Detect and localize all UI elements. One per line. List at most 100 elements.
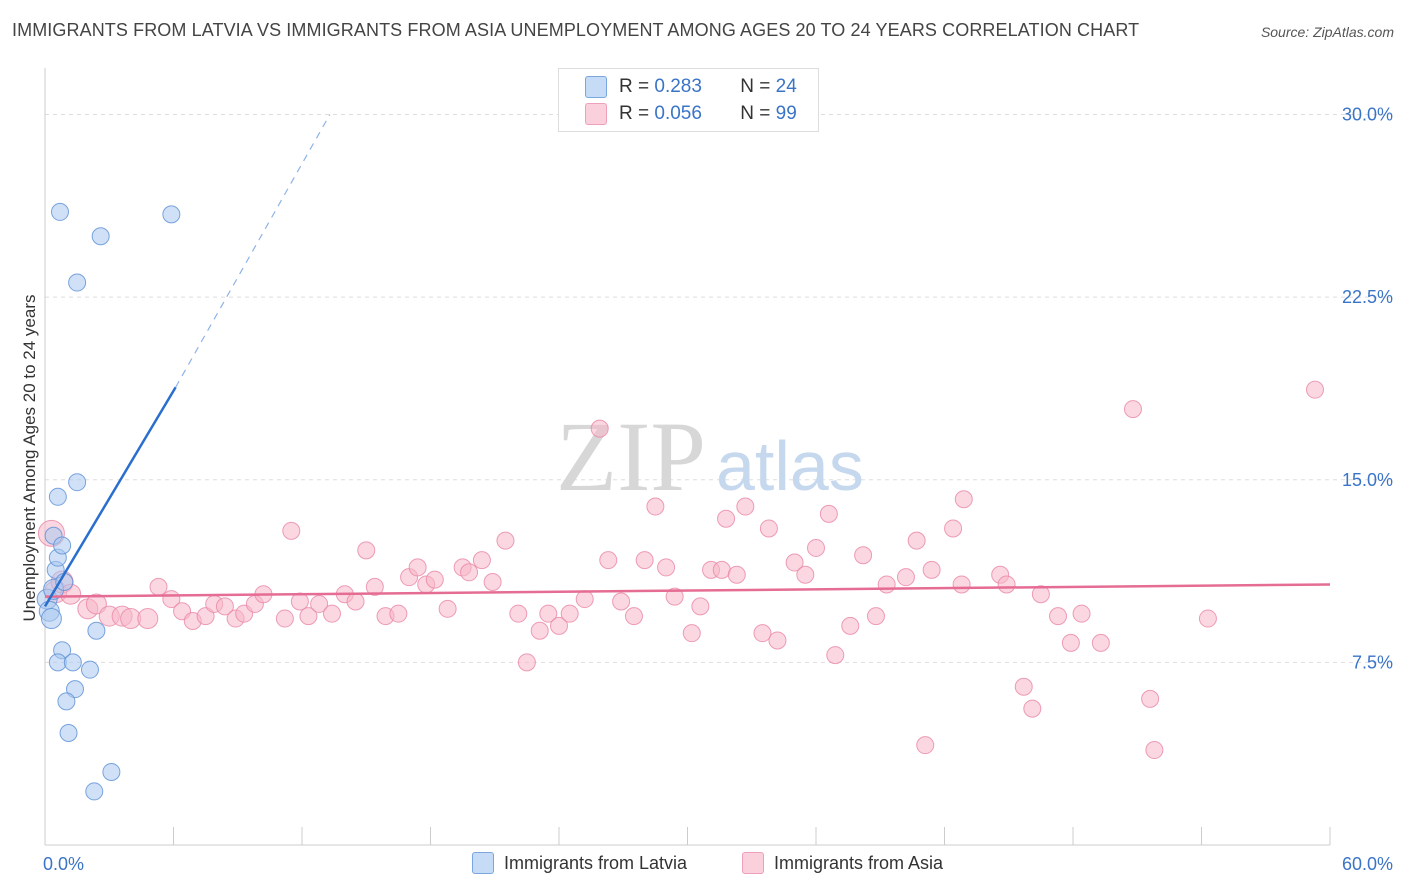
data-point-asia <box>1023 699 1042 718</box>
data-point-asia <box>1049 607 1068 626</box>
legend-item-asia: Immigrants from Asia <box>742 852 943 874</box>
data-point-asia <box>389 604 408 623</box>
data-point-latvia <box>80 660 99 679</box>
data-point-asia <box>916 736 935 755</box>
data-point-asia <box>575 590 594 609</box>
data-point-asia <box>1031 585 1050 604</box>
legend-row-asia: R = 0.056 N = 99 <box>585 102 797 126</box>
data-point-asia <box>841 616 860 635</box>
source-label: Source: ZipAtlas.com <box>1260 24 1394 40</box>
data-point-asia <box>1306 380 1325 399</box>
data-point-asia <box>807 538 825 557</box>
data-point-asia <box>483 573 502 592</box>
trend-line-latvia <box>43 386 177 608</box>
data-point-latvia <box>59 723 78 742</box>
data-point-asia <box>944 519 963 538</box>
legend-item-latvia: Immigrants from Latvia <box>472 852 687 874</box>
legend-swatch-asia <box>742 852 764 874</box>
data-point-asia <box>1123 400 1142 419</box>
data-point-asia <box>1198 609 1217 628</box>
data-point-latvia <box>162 205 181 224</box>
data-point-asia <box>691 597 710 616</box>
data-point-asia <box>560 604 579 623</box>
legend-swatch-latvia <box>472 852 494 874</box>
data-point-asia <box>665 587 684 606</box>
data-point-asia <box>496 531 515 550</box>
legend-r-value: 0.283 <box>654 76 702 97</box>
data-point-asia <box>425 570 444 589</box>
axes <box>44 68 1331 846</box>
data-point-latvia <box>57 692 76 711</box>
data-point-asia <box>438 599 457 618</box>
data-point-asia <box>854 546 873 565</box>
chart-title: IMMIGRANTS FROM LATVIA VS IMMIGRANTS FRO… <box>12 20 1140 40</box>
legend-r-label: R = <box>619 103 650 124</box>
data-point-latvia <box>53 536 72 555</box>
data-point-asia <box>1091 633 1110 652</box>
x-tick-label: 0.0% <box>43 854 84 874</box>
data-point-asia <box>290 592 309 611</box>
watermark: ZIP atlas <box>556 401 864 512</box>
data-point-asia <box>365 577 384 596</box>
watermark-zip: ZIP <box>556 401 706 512</box>
data-point-asia <box>149 577 168 596</box>
data-point-asia <box>624 607 643 626</box>
data-point-asia <box>1072 604 1091 623</box>
y-tick-label: 7.5% <box>1352 652 1393 672</box>
legend-r-value: 0.056 <box>654 103 702 124</box>
data-point-asia <box>530 621 549 640</box>
legend-swatch-latvia <box>585 76 607 98</box>
x-tick-labels: 0.0% 60.0% <box>43 854 1393 874</box>
series-legend: Immigrants from Latvia Immigrants from A… <box>0 852 1406 878</box>
correlation-legend: R = 0.283 N = 24 R = 0.056 N = 99 <box>558 68 819 132</box>
data-point-asia <box>346 592 365 611</box>
data-point-asia <box>1061 633 1080 652</box>
data-point-asia <box>408 558 427 577</box>
data-point-asia <box>952 575 971 594</box>
y-axis-title: Unemployment Among Ages 20 to 24 years <box>20 294 39 622</box>
data-point-asia <box>682 624 701 643</box>
data-point-asia <box>1145 741 1164 760</box>
data-point-asia <box>357 541 376 560</box>
data-point-asia <box>1014 677 1033 696</box>
legend-n-label: N = <box>740 76 771 97</box>
data-point-asia <box>539 604 558 623</box>
data-point-latvia <box>65 680 84 699</box>
data-point-latvia <box>87 621 106 640</box>
grid-lines <box>45 114 1392 663</box>
trend-line-asia <box>44 583 1331 598</box>
data-point-asia <box>922 560 941 579</box>
data-point-asia <box>954 490 973 509</box>
data-point-asia <box>753 624 772 643</box>
data-point-asia <box>657 558 676 577</box>
data-point-asia <box>215 597 234 616</box>
data-point-asia <box>85 593 107 615</box>
legend-r-label: R = <box>619 76 650 97</box>
data-point-asia <box>997 575 1016 594</box>
legend-row-latvia: R = 0.283 N = 24 <box>585 75 797 99</box>
data-point-asia <box>460 563 479 582</box>
data-point-asia <box>282 521 301 540</box>
data-point-asia <box>472 551 491 570</box>
data-point-latvia <box>91 227 110 246</box>
data-point-asia <box>509 604 528 623</box>
data-point-asia <box>877 575 896 594</box>
data-point-latvia <box>63 653 82 672</box>
data-point-latvia <box>48 487 67 506</box>
trend-line-latvia-extension <box>175 114 331 388</box>
data-point-asia <box>299 607 318 626</box>
data-point-asia <box>727 565 746 584</box>
y-tick-label: 15.0% <box>1342 470 1393 490</box>
series-latvia <box>36 202 181 801</box>
data-point-asia <box>759 519 778 538</box>
legend-label-latvia: Immigrants from Latvia <box>504 852 688 873</box>
y-tick-label: 30.0% <box>1342 105 1393 125</box>
legend-n-label: N = <box>740 103 771 124</box>
data-point-latvia <box>102 762 121 781</box>
data-point-asia <box>736 497 755 516</box>
data-point-asia <box>196 607 215 626</box>
data-point-latvia <box>68 473 87 492</box>
data-point-asia <box>646 497 665 516</box>
data-point-asia <box>819 504 838 523</box>
data-point-asia <box>768 631 787 650</box>
